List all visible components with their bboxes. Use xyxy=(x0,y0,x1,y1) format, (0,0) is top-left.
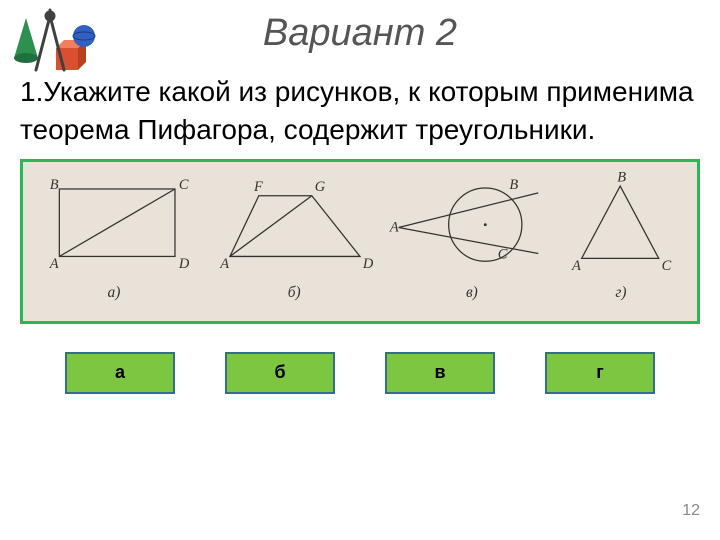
svg-text:г): г) xyxy=(615,284,626,301)
svg-text:D: D xyxy=(178,256,190,272)
answer-button-a[interactable]: а xyxy=(65,352,175,394)
figure-g: B A C г) xyxy=(571,169,672,301)
svg-text:б): б) xyxy=(288,284,301,301)
svg-text:A: A xyxy=(219,256,229,272)
figure-b: F G A D б) xyxy=(219,179,374,301)
svg-text:A: A xyxy=(49,256,59,272)
svg-text:F: F xyxy=(253,179,263,195)
svg-text:в): в) xyxy=(466,284,478,301)
answer-button-g[interactable]: г xyxy=(545,352,655,394)
answer-button-v[interactable]: в xyxy=(385,352,495,394)
svg-text:B: B xyxy=(617,169,626,185)
svg-text:D: D xyxy=(362,256,374,272)
page-title: Вариант 2 xyxy=(0,0,720,55)
figure-a: B C A D а) xyxy=(49,177,190,301)
svg-text:A: A xyxy=(571,258,581,274)
svg-text:B: B xyxy=(50,177,59,193)
svg-text:C: C xyxy=(662,258,672,274)
svg-text:C: C xyxy=(498,246,508,262)
geometry-logo xyxy=(8,8,98,88)
figure-v: A B C в) xyxy=(389,177,538,301)
figure-panel: B C A D а) F G A D б) A B C в) xyxy=(20,159,700,324)
svg-text:B: B xyxy=(509,177,518,193)
svg-text:а): а) xyxy=(108,284,121,301)
page-number: 12 xyxy=(682,502,700,520)
svg-text:C: C xyxy=(179,177,189,193)
answer-buttons: а б в г xyxy=(40,352,680,394)
answer-button-b[interactable]: б xyxy=(225,352,335,394)
svg-text:G: G xyxy=(315,179,326,195)
svg-text:A: A xyxy=(389,219,399,235)
question-text: 1.Укажите какой из рисунков, к которым п… xyxy=(20,73,700,149)
